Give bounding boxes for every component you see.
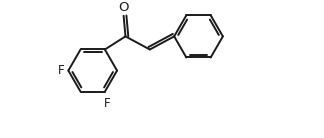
Text: F: F [58,64,64,77]
Text: F: F [103,97,110,110]
Text: O: O [118,1,129,14]
